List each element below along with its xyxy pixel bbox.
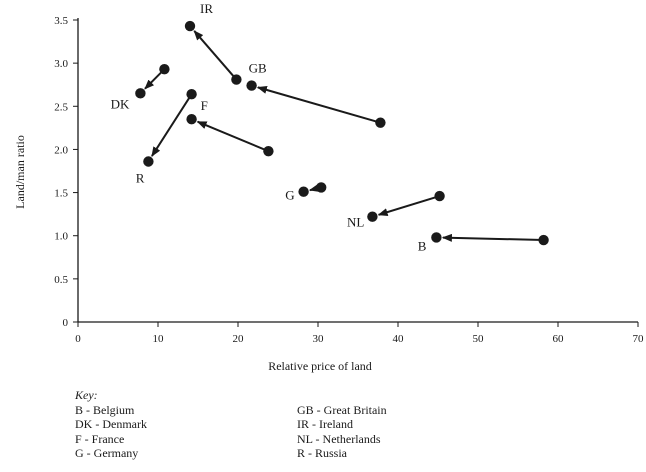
arrow-r xyxy=(151,93,193,157)
arrow-nl xyxy=(377,195,440,216)
arrow-ir xyxy=(193,30,238,81)
y-tick-label: 3.0 xyxy=(54,58,68,70)
country-label-ir: IR xyxy=(200,1,213,16)
key: Key: B - Belgium DK - Denmark F - France… xyxy=(75,388,635,461)
key-entry: GB - Great Britain xyxy=(297,402,387,417)
country-label-b: B xyxy=(418,238,427,253)
country-label-dk: DK xyxy=(111,96,130,111)
data-point-end xyxy=(367,211,378,222)
arrow-f xyxy=(196,120,269,153)
country-label-gb: GB xyxy=(249,61,267,76)
data-point-end xyxy=(135,88,146,99)
y-axis-title: Land/man ratio xyxy=(13,135,27,209)
key-entry: DK - Denmark xyxy=(75,417,147,431)
x-tick-label: 60 xyxy=(553,333,565,345)
arrow-gb xyxy=(256,86,381,124)
x-tick-label: 10 xyxy=(153,333,165,345)
data-point-end xyxy=(143,156,154,167)
y-tick-label: 1.5 xyxy=(54,188,68,200)
x-tick-label: 50 xyxy=(473,333,485,345)
country-label-r: R xyxy=(136,171,145,186)
x-tick-label: 30 xyxy=(313,333,325,345)
y-tick-label: 0.5 xyxy=(54,274,68,286)
arrow-g xyxy=(308,184,322,192)
data-point-end xyxy=(246,80,257,91)
data-point-end xyxy=(186,114,197,125)
arrow-dk xyxy=(144,68,166,90)
y-tick-label: 0 xyxy=(63,317,69,329)
x-tick-label: 70 xyxy=(633,333,645,345)
x-tick-label: 20 xyxy=(233,333,245,345)
y-tick-label: 1.0 xyxy=(54,231,68,243)
y-tick-label: 2.5 xyxy=(54,101,68,113)
key-entry: F - France xyxy=(75,431,125,446)
country-label-nl: NL xyxy=(347,215,364,230)
key-entry: NL - Netherlands xyxy=(297,431,381,446)
x-axis-title: Relative price of land xyxy=(268,359,372,373)
data-point-end xyxy=(431,232,442,243)
y-tick-label: 3.5 xyxy=(54,15,68,27)
key-entry: G - Germany xyxy=(75,446,139,460)
key-entry: IR - Ireland xyxy=(297,417,353,431)
country-label-g: G xyxy=(285,188,294,203)
data-point-end xyxy=(298,186,309,197)
key-column-right: GB - Great Britain IR - Ireland NL - Net… xyxy=(297,403,519,461)
key-entry: R - Russia xyxy=(297,446,348,460)
x-tick-label: 40 xyxy=(393,333,405,345)
country-label-f: F xyxy=(201,98,208,113)
data-point-end xyxy=(184,20,196,32)
key-entry: B - Belgium xyxy=(75,402,135,417)
key-title: Key: xyxy=(75,388,98,402)
x-tick-label: 0 xyxy=(75,333,81,345)
arrow-b xyxy=(441,233,544,242)
key-column-left: B - Belgium DK - Denmark F - France G - … xyxy=(75,403,297,461)
y-tick-label: 2.0 xyxy=(54,144,68,156)
